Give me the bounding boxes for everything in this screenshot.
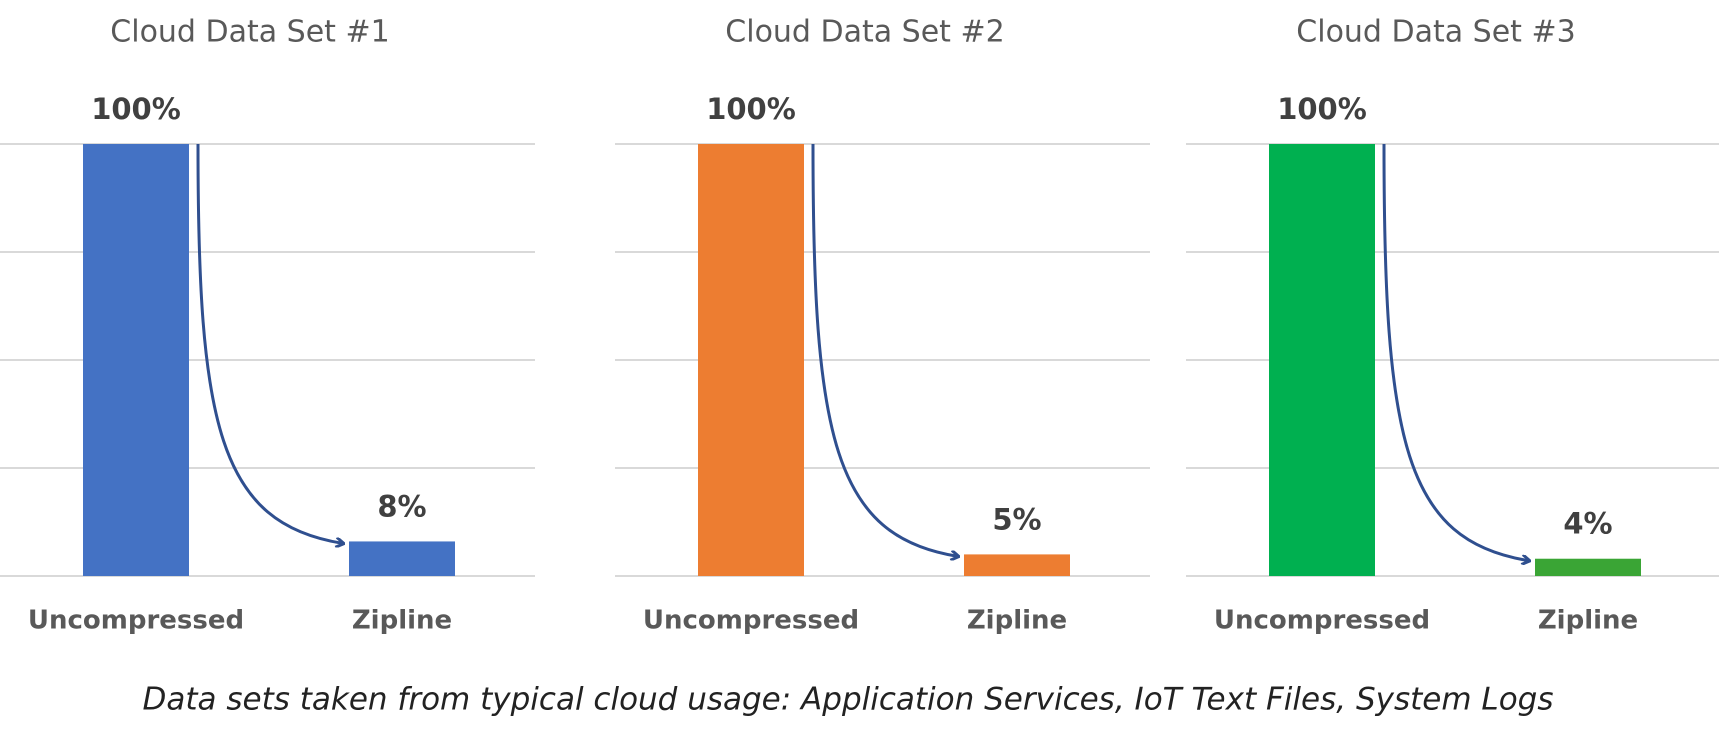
category-label: Uncompressed xyxy=(643,606,859,636)
category-label: Zipline xyxy=(352,606,452,636)
bar xyxy=(349,541,455,576)
category-label: Zipline xyxy=(967,606,1067,636)
chart-title: Cloud Data Set #3 xyxy=(1296,15,1575,50)
caption: Data sets taken from typical cloud usage… xyxy=(143,682,1554,718)
category-label: Zipline xyxy=(1538,606,1638,636)
value-label: 8% xyxy=(377,489,426,523)
value-label: 5% xyxy=(992,502,1041,536)
bar xyxy=(1269,144,1375,576)
category-label: Uncompressed xyxy=(28,606,244,636)
bar xyxy=(83,144,189,576)
category-label: Uncompressed xyxy=(1214,606,1430,636)
arrow xyxy=(811,143,958,556)
chart-title: Cloud Data Set #2 xyxy=(725,15,1004,50)
value-label: 4% xyxy=(1563,507,1612,541)
value-label: 100% xyxy=(91,92,181,126)
value-label: 100% xyxy=(1277,92,1367,126)
value-label: 100% xyxy=(706,92,796,126)
bar xyxy=(1535,558,1641,576)
arrow xyxy=(196,143,343,543)
chart-title: Cloud Data Set #1 xyxy=(110,15,389,50)
bar xyxy=(964,554,1070,576)
arrow xyxy=(1382,143,1529,561)
bar xyxy=(698,144,804,576)
